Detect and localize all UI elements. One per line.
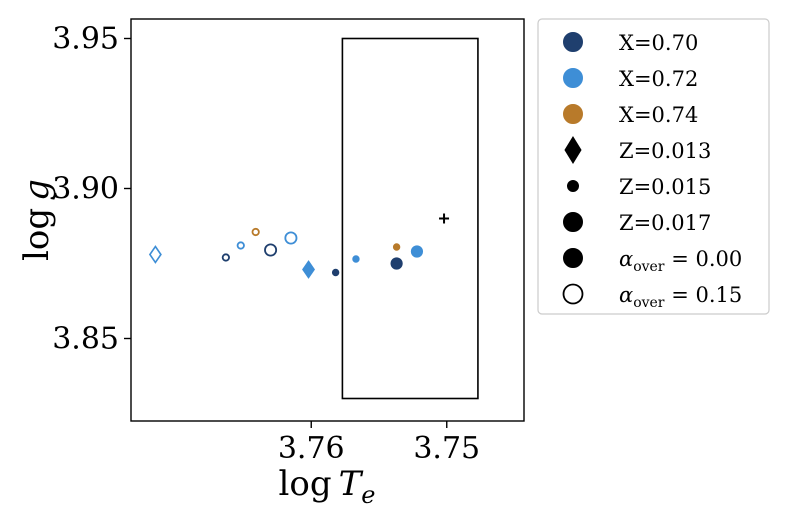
legend-label-subscript: over [633,259,665,275]
x-axis-label: log Te [279,464,376,509]
y-tick-label: 3.85 [52,322,119,357]
x-axis-label-log: log [279,464,332,504]
legend-label: X=0.74 [619,103,698,127]
data-point [284,231,298,245]
legend-marker [563,212,583,232]
data-point [251,227,260,237]
data-points-layer [148,227,424,279]
data-point [148,245,162,264]
legend-label-value: = 0.15 [665,283,743,307]
legend-label-symbol: α [619,247,633,271]
data-point [352,255,360,263]
reference-point-layer [439,213,450,224]
data-point [392,243,401,251]
y-axis-ticks: 3.85 3.90 3.95 [52,22,131,357]
reference-point-plus [439,213,450,224]
legend-label-symbol: α [619,283,633,307]
data-point [331,268,340,277]
legend-label: X=0.70 [619,31,698,55]
legend-label: αover = 0.15 [619,283,742,311]
y-tick-label: 3.95 [52,22,119,57]
y-axis-label-log: log [17,208,57,261]
legend-label: Z=0.013 [619,139,711,163]
legend-marker [563,248,583,268]
x-tick-label: 3.75 [413,431,480,466]
legend: X=0.70 X=0.72 X=0.74 Z=0.013 Z=0.015 Z=0.017 α… [562,31,742,311]
legend-label-subscript: over [633,295,665,311]
legend-marker [564,136,582,164]
x-tick-label: 3.76 [278,431,345,466]
x-axis-label-sub: e [361,481,375,509]
data-point [410,245,424,258]
legend-marker [562,283,584,305]
observation-box [341,37,479,400]
y-axis-label: log g [17,179,57,261]
legend-marker [563,68,583,88]
y-axis-label-var: g [17,179,57,201]
x-axis-label-var: T [339,464,364,504]
legend-label: Z=0.017 [619,211,711,235]
legend-marker [563,104,583,124]
legend-label: X=0.72 [619,67,698,91]
legend-frame [537,18,770,315]
legend-marker [567,180,579,192]
legend-label: Z=0.015 [619,175,711,199]
data-point [264,243,278,257]
observation-box-layer [341,37,479,400]
x-axis-ticks: 3.76 3.75 [278,421,480,466]
legend-marker [563,32,583,52]
data-point [390,257,403,270]
data-point [302,260,315,279]
data-point [221,253,230,262]
plot-area [130,18,525,422]
y-tick-label: 3.90 [52,172,119,207]
legend-label-value: = 0.00 [665,247,743,271]
data-point [236,241,245,250]
legend-label: αover = 0.00 [619,247,742,275]
